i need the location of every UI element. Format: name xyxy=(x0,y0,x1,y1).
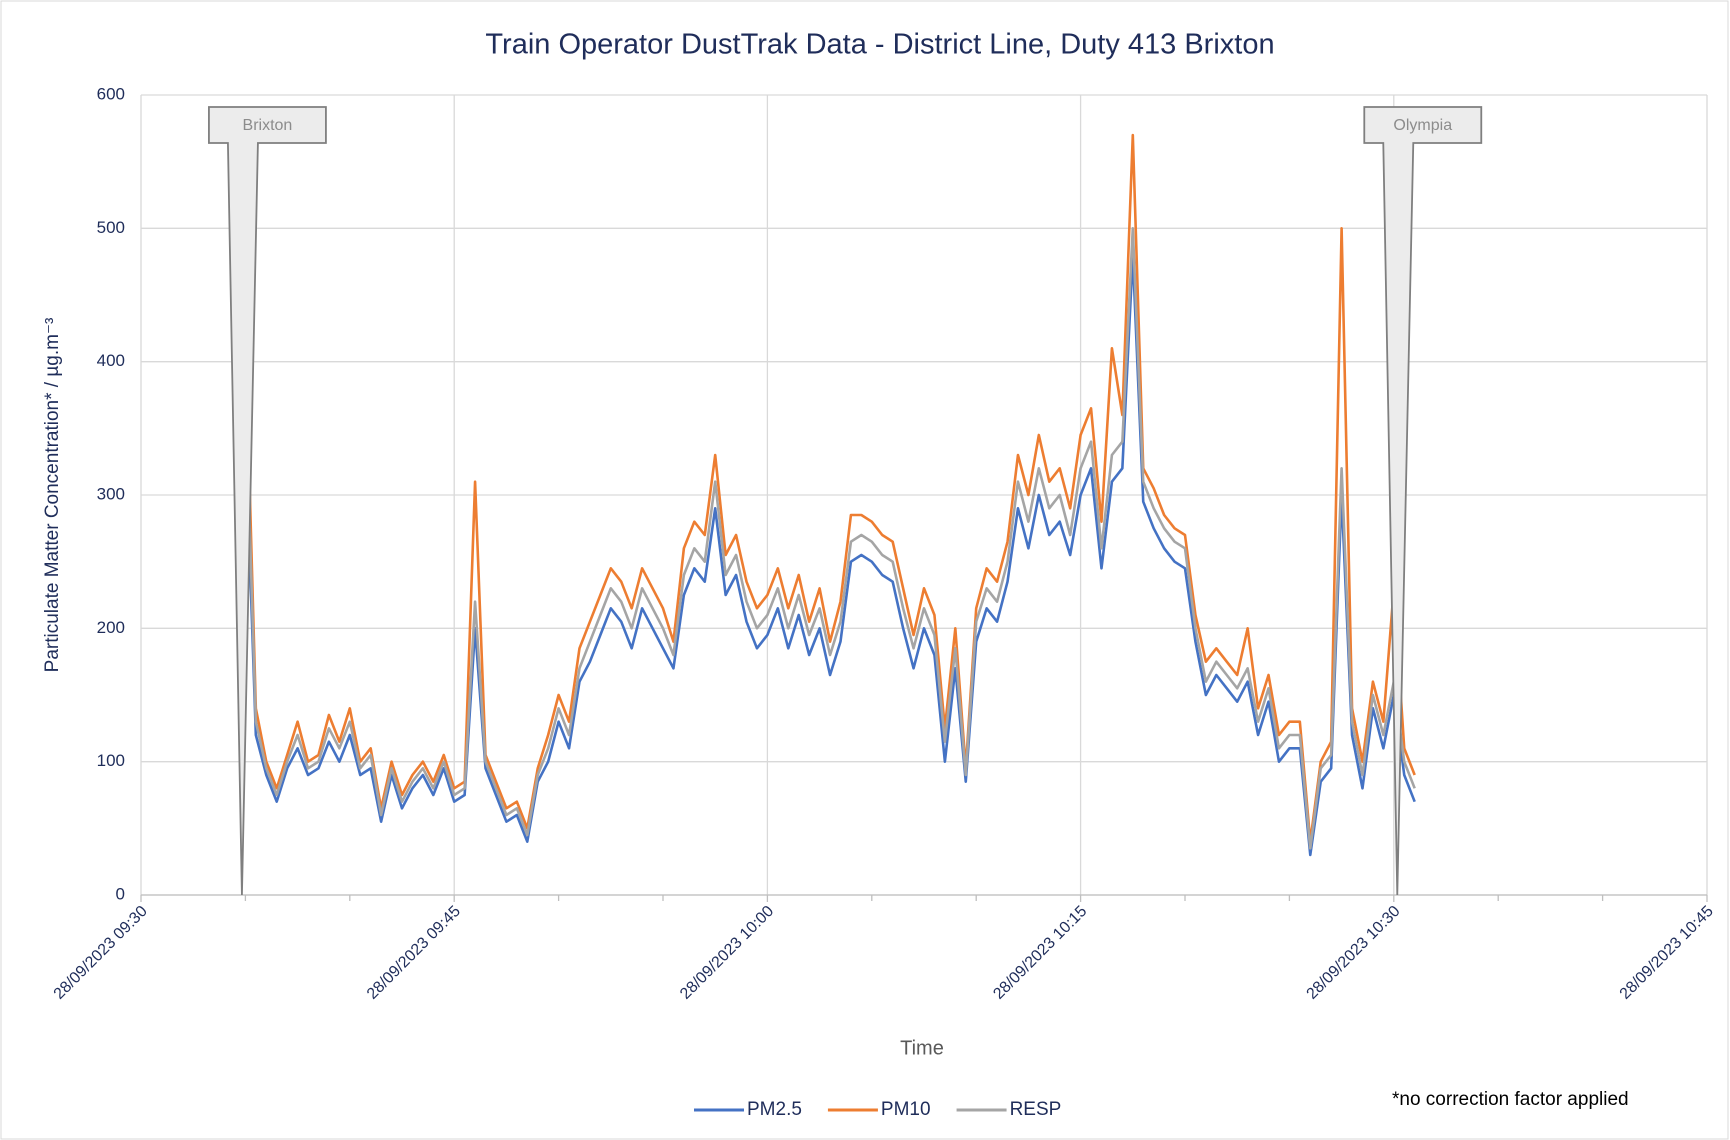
footnote: *no correction factor applied xyxy=(1392,1089,1629,1110)
y-tick-label: 400 xyxy=(97,351,125,370)
callout-shape xyxy=(1363,106,1483,896)
callout-label: Brixton xyxy=(243,117,293,134)
legend-label: PM2.5 xyxy=(747,1099,802,1120)
y-tick-label: 100 xyxy=(97,751,125,770)
series-line xyxy=(244,227,1416,850)
legend-label: PM10 xyxy=(881,1099,931,1120)
callout-label: Olympia xyxy=(1393,117,1452,134)
y-tick-label: 500 xyxy=(97,218,125,237)
series-line xyxy=(244,253,1416,857)
callout: Brixton xyxy=(208,106,327,896)
y-tick-label: 200 xyxy=(97,618,125,637)
legend-label: RESP xyxy=(1010,1099,1062,1120)
y-tick-label: 600 xyxy=(97,84,125,103)
series-line xyxy=(244,133,1416,843)
x-axis-label: Time xyxy=(900,1037,944,1059)
y-tick-label: 0 xyxy=(116,884,125,903)
chart-title: Train Operator DustTrak Data - District … xyxy=(485,29,1274,61)
legend: PM2.5 PM10 RESP xyxy=(694,1099,1061,1120)
y-tick-label: 300 xyxy=(97,484,125,503)
callout-shape xyxy=(208,106,327,896)
callout: Olympia xyxy=(1363,106,1483,896)
y-axis-label: Particulate Matter Concentration* / µg.m… xyxy=(42,318,63,673)
